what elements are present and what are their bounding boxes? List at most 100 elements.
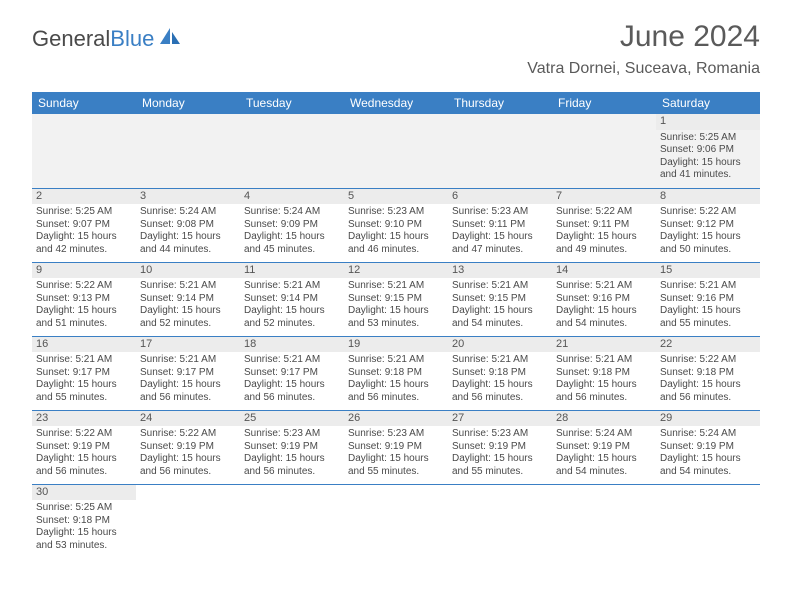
sunset-text: Sunset: 9:19 PM bbox=[140, 441, 236, 454]
calendar-day-cell: 11Sunrise: 5:21 AMSunset: 9:14 PMDayligh… bbox=[240, 262, 344, 336]
daylight-text: Daylight: 15 hours and 54 minutes. bbox=[556, 453, 652, 478]
sunrise-text: Sunrise: 5:21 AM bbox=[556, 354, 652, 367]
daylight-text: Daylight: 15 hours and 49 minutes. bbox=[556, 231, 652, 256]
calendar-empty-cell bbox=[136, 484, 240, 558]
day-number: 20 bbox=[448, 337, 552, 353]
daylight-text: Daylight: 15 hours and 42 minutes. bbox=[36, 231, 132, 256]
day-number: 23 bbox=[32, 411, 136, 427]
sunset-text: Sunset: 9:19 PM bbox=[244, 441, 340, 454]
sunset-text: Sunset: 9:17 PM bbox=[244, 367, 340, 380]
calendar-week-row: 2Sunrise: 5:25 AMSunset: 9:07 PMDaylight… bbox=[32, 188, 760, 262]
daylight-text: Daylight: 15 hours and 56 minutes. bbox=[140, 379, 236, 404]
sunrise-text: Sunrise: 5:21 AM bbox=[348, 280, 444, 293]
sunrise-text: Sunrise: 5:22 AM bbox=[36, 280, 132, 293]
day-number: 30 bbox=[32, 485, 136, 501]
sunset-text: Sunset: 9:11 PM bbox=[556, 219, 652, 232]
day-number: 26 bbox=[344, 411, 448, 427]
weekday-header: Friday bbox=[552, 92, 656, 114]
sunrise-text: Sunrise: 5:21 AM bbox=[244, 280, 340, 293]
weekday-header: Monday bbox=[136, 92, 240, 114]
sunset-text: Sunset: 9:14 PM bbox=[140, 293, 236, 306]
daylight-text: Daylight: 15 hours and 46 minutes. bbox=[348, 231, 444, 256]
sunrise-text: Sunrise: 5:22 AM bbox=[660, 206, 756, 219]
sunrise-text: Sunrise: 5:23 AM bbox=[348, 206, 444, 219]
day-number: 10 bbox=[136, 263, 240, 279]
calendar-day-cell: 20Sunrise: 5:21 AMSunset: 9:18 PMDayligh… bbox=[448, 336, 552, 410]
day-number: 3 bbox=[136, 189, 240, 205]
sunrise-text: Sunrise: 5:24 AM bbox=[140, 206, 236, 219]
sunset-text: Sunset: 9:18 PM bbox=[36, 515, 132, 528]
brand-logo: GeneralBlue bbox=[32, 20, 184, 52]
calendar-empty-cell bbox=[240, 114, 344, 188]
day-number: 22 bbox=[656, 337, 760, 353]
sunrise-text: Sunrise: 5:23 AM bbox=[348, 428, 444, 441]
day-number: 19 bbox=[344, 337, 448, 353]
sunrise-text: Sunrise: 5:23 AM bbox=[452, 206, 548, 219]
calendar-day-cell: 26Sunrise: 5:23 AMSunset: 9:19 PMDayligh… bbox=[344, 410, 448, 484]
calendar-day-cell: 25Sunrise: 5:23 AMSunset: 9:19 PMDayligh… bbox=[240, 410, 344, 484]
daylight-text: Daylight: 15 hours and 56 minutes. bbox=[348, 379, 444, 404]
calendar-day-cell: 29Sunrise: 5:24 AMSunset: 9:19 PMDayligh… bbox=[656, 410, 760, 484]
calendar-table: Sunday Monday Tuesday Wednesday Thursday… bbox=[32, 92, 760, 558]
sunset-text: Sunset: 9:19 PM bbox=[660, 441, 756, 454]
calendar-day-cell: 4Sunrise: 5:24 AMSunset: 9:09 PMDaylight… bbox=[240, 188, 344, 262]
sunrise-text: Sunrise: 5:25 AM bbox=[660, 132, 756, 145]
calendar-day-cell: 5Sunrise: 5:23 AMSunset: 9:10 PMDaylight… bbox=[344, 188, 448, 262]
calendar-week-row: 23Sunrise: 5:22 AMSunset: 9:19 PMDayligh… bbox=[32, 410, 760, 484]
calendar-day-cell: 18Sunrise: 5:21 AMSunset: 9:17 PMDayligh… bbox=[240, 336, 344, 410]
sail-icon bbox=[158, 26, 184, 52]
sunrise-text: Sunrise: 5:23 AM bbox=[452, 428, 548, 441]
calendar-day-cell: 9Sunrise: 5:22 AMSunset: 9:13 PMDaylight… bbox=[32, 262, 136, 336]
sunset-text: Sunset: 9:16 PM bbox=[660, 293, 756, 306]
calendar-day-cell: 23Sunrise: 5:22 AMSunset: 9:19 PMDayligh… bbox=[32, 410, 136, 484]
day-number: 11 bbox=[240, 263, 344, 279]
month-title: June 2024 bbox=[527, 20, 760, 54]
day-number: 21 bbox=[552, 337, 656, 353]
sunrise-text: Sunrise: 5:22 AM bbox=[36, 428, 132, 441]
weekday-header: Sunday bbox=[32, 92, 136, 114]
calendar-body: 1Sunrise: 5:25 AMSunset: 9:06 PMDaylight… bbox=[32, 114, 760, 558]
header: GeneralBlue June 2024 Vatra Dornei, Suce… bbox=[0, 0, 792, 86]
daylight-text: Daylight: 15 hours and 56 minutes. bbox=[660, 379, 756, 404]
calendar-empty-cell bbox=[656, 484, 760, 558]
day-number: 29 bbox=[656, 411, 760, 427]
sunrise-text: Sunrise: 5:25 AM bbox=[36, 502, 132, 515]
sunset-text: Sunset: 9:18 PM bbox=[556, 367, 652, 380]
sunset-text: Sunset: 9:19 PM bbox=[36, 441, 132, 454]
sunrise-text: Sunrise: 5:22 AM bbox=[660, 354, 756, 367]
daylight-text: Daylight: 15 hours and 52 minutes. bbox=[244, 305, 340, 330]
weekday-header: Saturday bbox=[656, 92, 760, 114]
sunset-text: Sunset: 9:12 PM bbox=[660, 219, 756, 232]
sunset-text: Sunset: 9:19 PM bbox=[348, 441, 444, 454]
weekday-header: Tuesday bbox=[240, 92, 344, 114]
sunset-text: Sunset: 9:09 PM bbox=[244, 219, 340, 232]
calendar-day-cell: 21Sunrise: 5:21 AMSunset: 9:18 PMDayligh… bbox=[552, 336, 656, 410]
calendar-day-cell: 14Sunrise: 5:21 AMSunset: 9:16 PMDayligh… bbox=[552, 262, 656, 336]
day-number: 4 bbox=[240, 189, 344, 205]
sunset-text: Sunset: 9:07 PM bbox=[36, 219, 132, 232]
sunrise-text: Sunrise: 5:21 AM bbox=[660, 280, 756, 293]
daylight-text: Daylight: 15 hours and 56 minutes. bbox=[36, 453, 132, 478]
calendar-empty-cell bbox=[240, 484, 344, 558]
calendar-day-cell: 10Sunrise: 5:21 AMSunset: 9:14 PMDayligh… bbox=[136, 262, 240, 336]
sunset-text: Sunset: 9:11 PM bbox=[452, 219, 548, 232]
sunrise-text: Sunrise: 5:25 AM bbox=[36, 206, 132, 219]
calendar-day-cell: 22Sunrise: 5:22 AMSunset: 9:18 PMDayligh… bbox=[656, 336, 760, 410]
weekday-header: Wednesday bbox=[344, 92, 448, 114]
daylight-text: Daylight: 15 hours and 55 minutes. bbox=[660, 305, 756, 330]
day-number: 1 bbox=[656, 114, 760, 130]
day-number: 18 bbox=[240, 337, 344, 353]
calendar-empty-cell bbox=[32, 114, 136, 188]
sunrise-text: Sunrise: 5:21 AM bbox=[348, 354, 444, 367]
title-block: June 2024 Vatra Dornei, Suceava, Romania bbox=[527, 20, 760, 78]
calendar-day-cell: 15Sunrise: 5:21 AMSunset: 9:16 PMDayligh… bbox=[656, 262, 760, 336]
day-number: 9 bbox=[32, 263, 136, 279]
calendar-week-row: 1Sunrise: 5:25 AMSunset: 9:06 PMDaylight… bbox=[32, 114, 760, 188]
sunset-text: Sunset: 9:15 PM bbox=[348, 293, 444, 306]
calendar-day-cell: 30Sunrise: 5:25 AMSunset: 9:18 PMDayligh… bbox=[32, 484, 136, 558]
sunset-text: Sunset: 9:06 PM bbox=[660, 144, 756, 157]
day-number: 5 bbox=[344, 189, 448, 205]
brand-text-2: Blue bbox=[110, 26, 154, 52]
sunrise-text: Sunrise: 5:21 AM bbox=[556, 280, 652, 293]
sunrise-text: Sunrise: 5:24 AM bbox=[244, 206, 340, 219]
